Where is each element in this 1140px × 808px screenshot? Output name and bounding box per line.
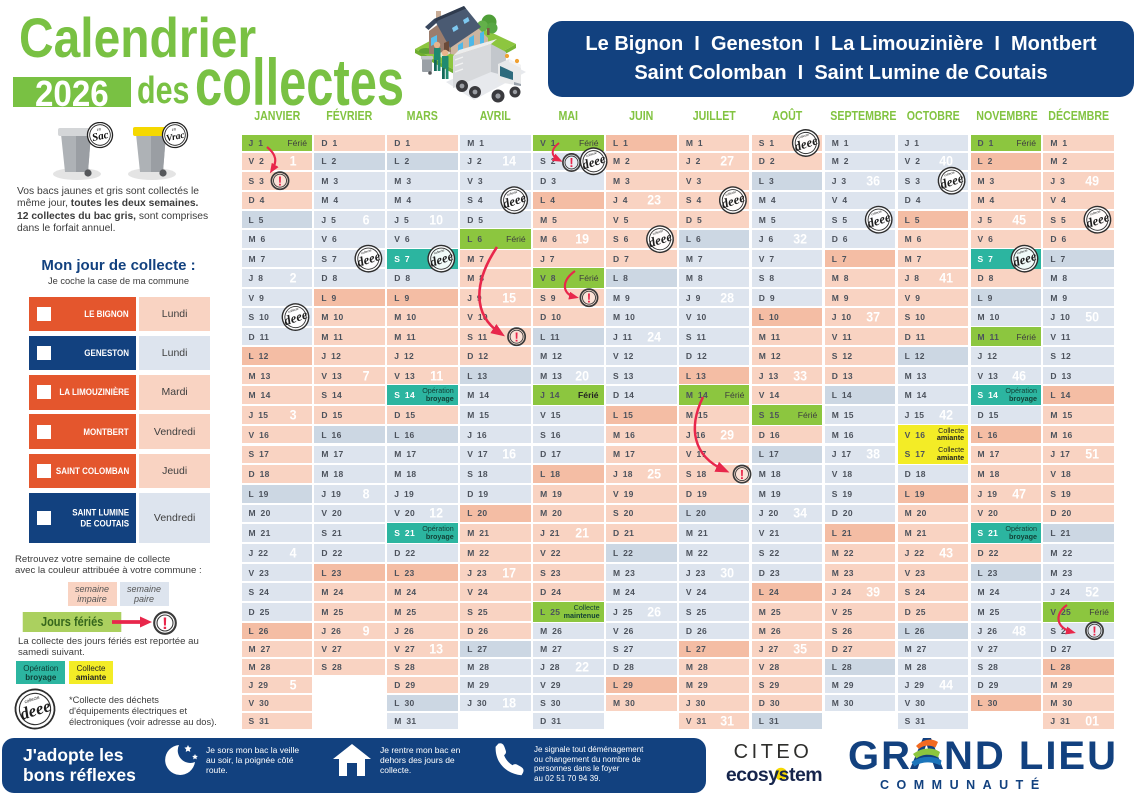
svg-text:collecte: collecte <box>24 695 41 705</box>
svg-text:ND LIEU: ND LIEU <box>944 734 1118 778</box>
svg-text:en: en <box>171 126 177 132</box>
svg-text:en: en <box>96 126 102 132</box>
svg-text:COMMUNAUTÉ: COMMUNAUTÉ <box>880 777 1047 792</box>
svg-text:Sac: Sac <box>91 129 110 144</box>
svg-text:GR: GR <box>848 734 912 778</box>
svg-text:Vrac: Vrac <box>165 130 186 144</box>
svg-text:!: ! <box>162 614 168 633</box>
